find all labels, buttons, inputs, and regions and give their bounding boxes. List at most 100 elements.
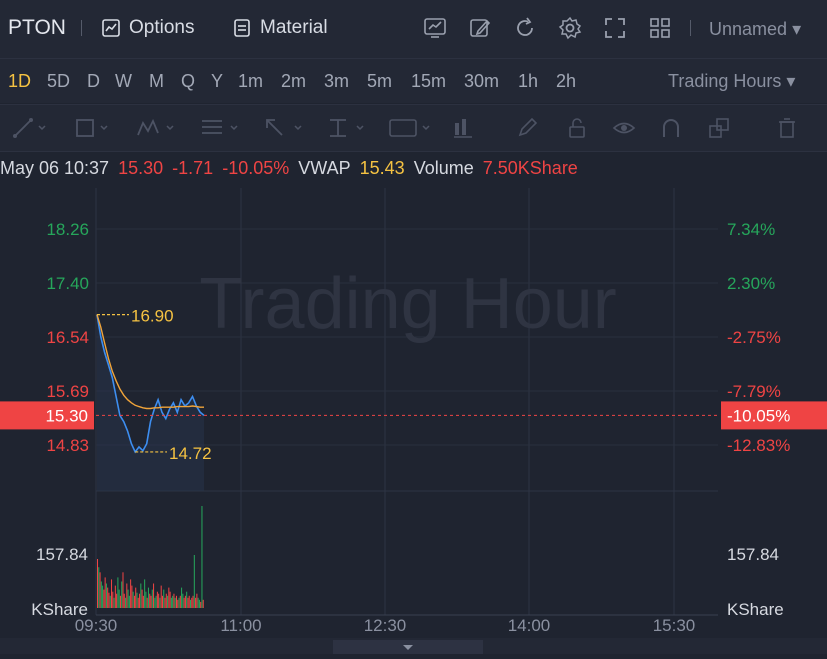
pen-icon[interactable] — [516, 117, 538, 139]
rectangle-icon[interactable] — [74, 117, 110, 139]
volume-tick-right: 157.84 — [727, 545, 779, 564]
volume-bar — [133, 595, 135, 608]
options-button[interactable]: Options — [101, 17, 194, 39]
volume-bar — [196, 593, 198, 608]
volume-bar — [181, 587, 183, 608]
volume-bar — [150, 595, 152, 608]
tf-30m[interactable]: 30m — [464, 71, 500, 91]
volume-bar — [178, 597, 180, 608]
document-icon — [234, 19, 250, 37]
options-label: Options — [129, 17, 195, 38]
volume-value: 7.50KShare — [482, 158, 578, 178]
time-tick-label: 11:00 — [220, 616, 261, 635]
volume-bar — [158, 593, 160, 608]
magnet-icon[interactable] — [660, 117, 682, 139]
layout-name-dropdown[interactable]: Unnamed ▾ — [709, 19, 801, 40]
refresh-icon[interactable] — [513, 16, 537, 40]
lock-icon[interactable] — [566, 117, 588, 139]
tf-1m[interactable]: 1m — [238, 71, 264, 91]
volume-bar — [179, 595, 181, 608]
volume-bar — [154, 597, 156, 608]
price-line — [96, 314, 205, 454]
draw-pencil-icon[interactable] — [468, 16, 492, 40]
volume-bar — [188, 595, 190, 608]
tf-q[interactable]: Q — [181, 71, 196, 91]
volume-bar — [163, 589, 165, 608]
volume-tick-left: 157.84 — [36, 545, 88, 564]
time-tick-label: 09:30 — [75, 616, 118, 635]
tf-5d[interactable]: 5D — [47, 71, 71, 91]
volume-bar — [151, 589, 153, 608]
volume-bar — [149, 593, 151, 608]
settings-gear-icon[interactable] — [558, 16, 582, 40]
session-dropdown[interactable]: Trading Hours ▾ — [668, 71, 795, 92]
volume-bar — [103, 589, 105, 608]
layout-name: Unnamed — [709, 19, 788, 39]
text-tool-icon[interactable] — [326, 117, 366, 139]
top-toolbar: PTON Options Material Unnamed ▾ — [0, 0, 827, 59]
tf-5m[interactable]: 5m — [367, 71, 393, 91]
tf-m[interactable]: M — [149, 71, 164, 91]
clone-icon[interactable] — [708, 117, 730, 139]
indicator-icon[interactable] — [423, 16, 447, 40]
bar-measure-icon[interactable] — [452, 117, 474, 139]
volume-bar — [105, 583, 107, 608]
volume-bar — [109, 595, 111, 608]
volume-bar — [197, 597, 199, 608]
volume-bar — [161, 595, 163, 608]
material-button[interactable]: Material — [232, 17, 328, 39]
chart-canvas[interactable]: Trading Hour 18.26 17.40 16.54 15.69 14.83 7.3… — [0, 188, 827, 638]
volume-bar — [111, 579, 113, 608]
pct-tick-label: -2.75% — [727, 328, 781, 347]
volume-bar — [121, 581, 123, 608]
trendline-icon[interactable] — [12, 117, 48, 139]
volume-bar — [167, 595, 169, 608]
pattern-icon[interactable] — [136, 117, 176, 139]
material-label: Material — [260, 17, 328, 38]
session-label: Trading Hours — [668, 71, 782, 91]
tf-y[interactable]: Y — [211, 71, 224, 91]
fibonacci-icon[interactable] — [200, 117, 240, 139]
tf-15m[interactable]: 15m — [411, 71, 447, 91]
intraday-chart[interactable]: Trading Hour 18.26 17.40 16.54 15.69 14.83 7.3… — [0, 188, 827, 638]
quote-change-pct: -10.05% — [222, 158, 290, 178]
price-area-fill — [97, 314, 204, 615]
current-price-tag-text: 15.30 — [45, 406, 88, 425]
volume-bar — [193, 555, 195, 608]
number-label-icon[interactable] — [388, 117, 432, 139]
tf-1h[interactable]: 1h — [518, 71, 539, 91]
volume-bar — [140, 583, 142, 608]
tf-3m[interactable]: 3m — [324, 71, 350, 91]
volume-bar — [144, 579, 146, 608]
volume-bar — [119, 595, 121, 608]
panel-toggle-button[interactable] — [333, 640, 483, 654]
fullscreen-icon[interactable] — [603, 16, 627, 40]
pct-tick-label: 7.34% — [727, 220, 775, 239]
volume-bar — [130, 579, 132, 608]
tf-2h[interactable]: 2h — [556, 71, 577, 91]
volume-bar — [114, 585, 116, 608]
volume-bar — [201, 506, 203, 608]
volume-bar — [137, 597, 139, 608]
tf-1d[interactable]: 1D — [8, 71, 32, 91]
watermark-text: Trading Hour — [199, 264, 617, 344]
timeframe-bar: 1D 5D D W M Q Y 1m 2m 3m 5m 15m 30m 1h 2… — [0, 59, 827, 103]
price-tick-label: 14.83 — [46, 436, 89, 455]
volume-bar — [155, 595, 157, 608]
eye-icon[interactable] — [612, 117, 636, 139]
tf-w[interactable]: W — [115, 71, 132, 91]
tf-2m[interactable]: 2m — [281, 71, 307, 91]
volume-bar — [168, 587, 170, 608]
volume-bar — [102, 585, 104, 608]
ticker-symbol[interactable]: PTON — [8, 16, 66, 39]
time-tick-label: 12:30 — [364, 616, 407, 635]
volume-bar — [173, 593, 175, 608]
quote-price: 15.30 — [118, 158, 164, 178]
vwap-value: 15.43 — [359, 158, 405, 178]
layout-grid-icon[interactable] — [648, 16, 672, 40]
arrow-icon[interactable] — [264, 117, 304, 139]
trash-icon[interactable] — [776, 117, 798, 139]
volume-bar — [136, 592, 138, 608]
tf-d[interactable]: D — [87, 71, 100, 91]
volume-bar — [132, 591, 134, 608]
